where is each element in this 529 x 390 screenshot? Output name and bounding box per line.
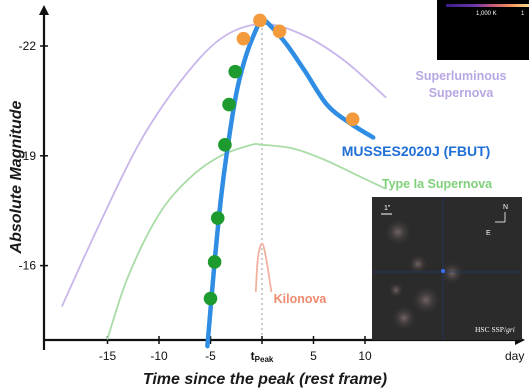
y-tick-label: -16	[19, 259, 37, 273]
curve-kilonova	[254, 242, 273, 293]
x-unit-label: day	[505, 349, 524, 363]
x-tick-label: tPeak	[251, 349, 274, 364]
curve-superluminous-supernova	[61, 23, 387, 307]
inset-east-label: E	[486, 230, 491, 237]
inset-caption: HSC SSP/gri	[475, 325, 515, 334]
curve-musses2020j-fbut	[205, 17, 376, 349]
x-tick-label: 5	[310, 349, 317, 363]
observed-points	[203, 13, 360, 306]
observed-point-orange	[253, 13, 267, 28]
x-tick-label: -10	[150, 349, 168, 363]
superluminous-label-line1: Superluminous	[416, 69, 507, 83]
kilonova-label: Kilonova	[274, 292, 328, 306]
host-galaxy-inset: 1" N E HSC SSP/gri	[372, 197, 522, 340]
observed-point-orange	[236, 31, 251, 46]
superluminous-label-line2: Supernova	[429, 86, 495, 100]
inset-scale-label: 1"	[384, 205, 391, 212]
observed-point-green	[222, 97, 236, 112]
y-tick-label: -19	[19, 149, 37, 163]
observed-point-green	[228, 64, 243, 79]
y-axis-label: Absolute Magnitude	[8, 100, 25, 254]
x-tick-label-subscript: Peak	[255, 355, 274, 364]
x-tick-label: 10	[358, 349, 372, 363]
musses-label: MUSSES2020J (FBUT)	[342, 143, 491, 159]
x-tick-label: -15	[99, 349, 117, 363]
colorbar-tick-label: 1,000 K	[476, 11, 497, 17]
observed-point-green	[218, 138, 232, 152]
axis-ticks: -15 -10 -5 tPeak 5 10 -22 -19 -16	[19, 39, 372, 364]
observed-point-green	[210, 211, 225, 225]
target-marker-icon	[441, 269, 445, 273]
curves	[61, 17, 387, 349]
curve-type-ia-supernova	[106, 142, 387, 340]
observed-point-green	[203, 291, 218, 306]
observed-point-orange	[345, 112, 360, 126]
observed-point-green	[207, 255, 222, 269]
observed-point-orange	[272, 24, 287, 39]
inset-north-label: N	[503, 204, 508, 211]
typeia-label: Type Ia Supernova	[382, 177, 493, 191]
y-tick-label: -22	[19, 39, 37, 53]
colorbar-fragment: 1,000 K 1	[437, 0, 529, 60]
x-tick-label: -5	[205, 349, 216, 363]
colorbar-right-tick: 1	[521, 11, 525, 17]
x-axis-label: Time since the peak (rest frame)	[143, 371, 387, 388]
